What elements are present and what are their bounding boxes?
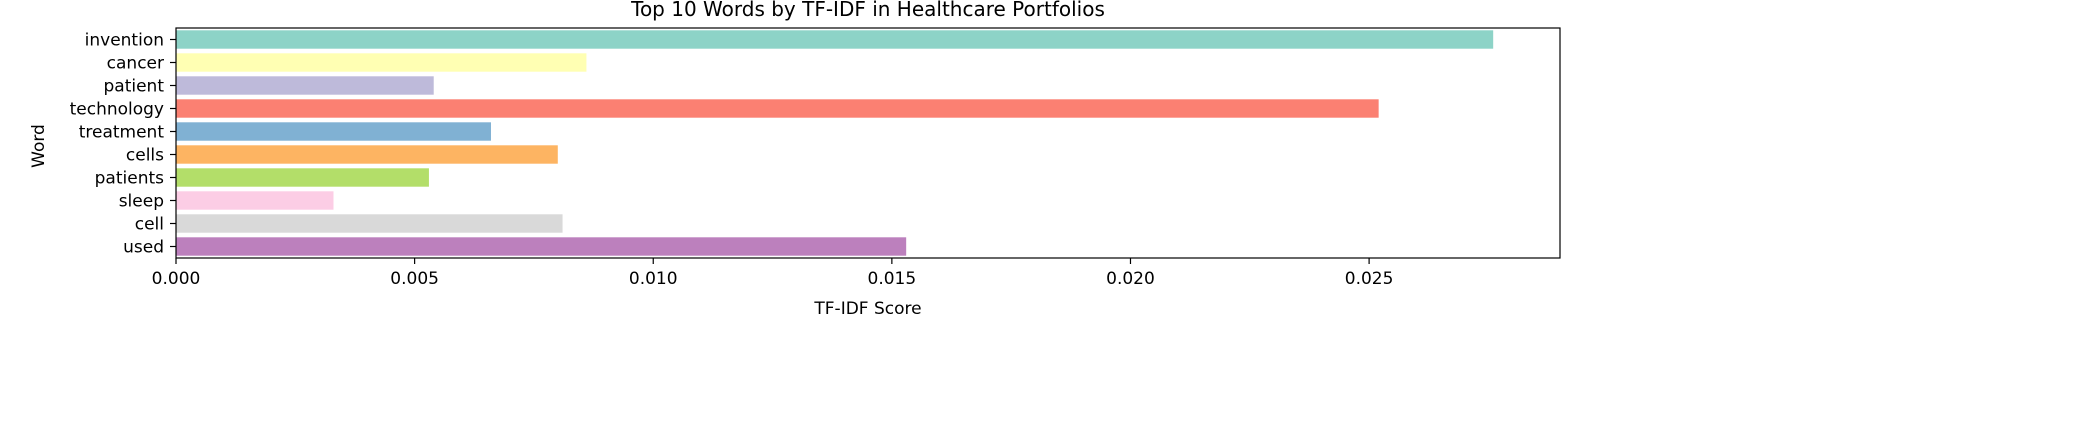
bar-patient — [176, 76, 434, 95]
bar-technology — [176, 99, 1379, 118]
x-axis-label: TF-IDF Score — [813, 299, 921, 319]
y-axis: invention cancer patient technology treatmen… — [70, 31, 176, 258]
y-tick-label: patients — [95, 169, 164, 189]
bar-cell — [176, 214, 563, 233]
bar-invention — [176, 30, 1494, 49]
x-tick-label: 0.005 — [390, 269, 439, 289]
x-tick-label: 0.000 — [152, 269, 201, 289]
y-tick-label: patient — [104, 77, 165, 97]
bar-chart: Top 10 Words by TF-IDF in Healthcare Por… — [29, 0, 1561, 319]
y-tick-label: technology — [70, 100, 164, 120]
x-tick-label: 0.010 — [629, 269, 678, 289]
x-tick-label: 0.025 — [1345, 269, 1394, 289]
bar-cells — [176, 145, 558, 164]
y-tick-label: sleep — [119, 192, 164, 212]
plot-area — [176, 30, 1494, 256]
bar-treatment — [176, 122, 491, 141]
chart-figure: Top 10 Words by TF-IDF in Healthcare Por… — [29, 0, 1561, 319]
y-tick-label: invention — [85, 31, 164, 51]
chart-title: Top 10 Words by TF-IDF in Healthcare Por… — [630, 0, 1105, 21]
plot-frame — [175, 27, 1561, 259]
y-tick-label: cell — [135, 215, 164, 235]
x-tick-label: 0.015 — [868, 269, 917, 289]
x-tick-label: 0.020 — [1106, 269, 1155, 289]
bar-sleep — [176, 191, 334, 210]
x-axis: 0.000 0.005 0.010 0.015 0.020 0.025 — [152, 258, 1394, 289]
y-tick-label: cells — [126, 146, 164, 166]
y-tick-label: used — [123, 238, 164, 258]
y-axis-label: Word — [29, 124, 49, 168]
y-tick-label: cancer — [107, 54, 164, 74]
y-tick-label: treatment — [79, 123, 165, 143]
bar-used — [176, 237, 907, 256]
bar-patients — [176, 168, 429, 187]
bar-cancer — [176, 53, 587, 72]
